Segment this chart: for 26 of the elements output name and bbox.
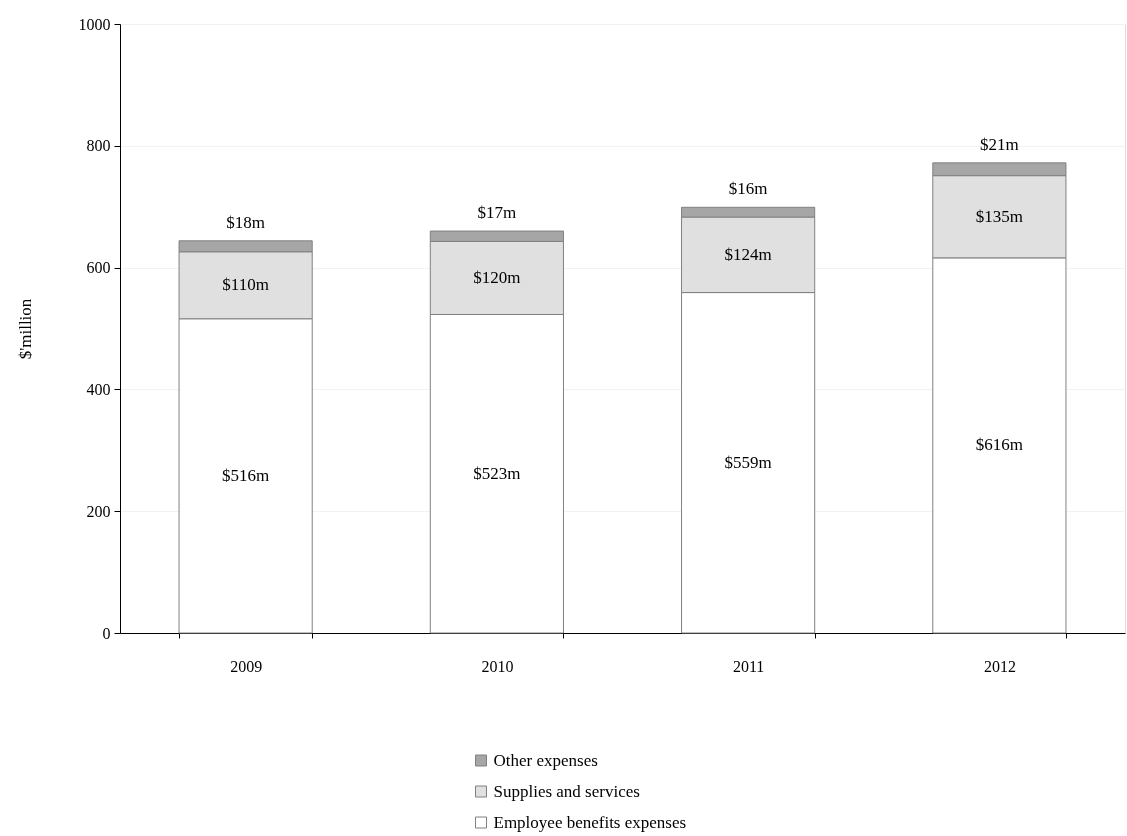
y-tick-label: 200 — [86, 502, 111, 520]
data-label: $16m — [728, 179, 768, 199]
data-label: $18m — [226, 212, 265, 232]
data-label: $616m — [975, 435, 1023, 455]
data-label: $523m — [473, 463, 521, 483]
legend-label: Other expenses — [493, 750, 598, 770]
data-label: $124m — [724, 244, 772, 264]
data-label: $516m — [222, 465, 270, 485]
data-label: $21m — [980, 134, 1019, 154]
y-tick-label: 0 — [102, 624, 111, 642]
y-tick-label: 800 — [86, 137, 111, 155]
data-label: $120m — [473, 267, 521, 287]
y-tick-label: 600 — [86, 259, 111, 277]
data-label: $559m — [724, 452, 772, 472]
y-axis-title: $'million — [15, 298, 35, 360]
legend-label: Supplies and services — [493, 781, 640, 801]
y-tick-label: 1000 — [78, 15, 111, 33]
data-label: $110m — [222, 275, 269, 295]
x-tick-label: 2009 — [230, 657, 263, 675]
y-tick-label: 400 — [86, 380, 111, 398]
x-tick-label: 2012 — [983, 657, 1016, 675]
data-label: $135m — [975, 206, 1023, 226]
x-tick-label: 2011 — [732, 657, 765, 675]
x-tick-label: 2010 — [481, 657, 514, 675]
data-label: $17m — [477, 203, 517, 223]
legend-label: Employee benefits expenses — [493, 812, 687, 832]
